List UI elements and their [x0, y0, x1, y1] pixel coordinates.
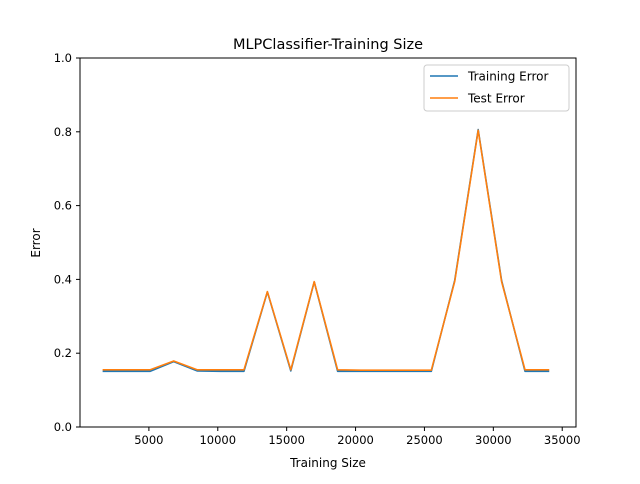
legend-box [423, 64, 570, 112]
y-tick-label: 0.6 [54, 199, 72, 213]
x-tick-label: 25000 [406, 433, 443, 447]
legend-label-test-error: Test Error [467, 92, 525, 106]
series-line-test-error [102, 129, 550, 371]
x-tick-label: 20000 [337, 433, 374, 447]
y-tick-label: 0.2 [54, 346, 72, 360]
x-tick-label: 5000 [134, 433, 163, 447]
chart-title: MLPClassifier-Training Size [233, 37, 423, 53]
x-axis-label: Training Size [289, 456, 366, 470]
y-axis-label: Error [29, 228, 43, 257]
legend: Training Error Test Error [423, 64, 570, 112]
y-tick-label: 0.0 [54, 420, 72, 434]
y-tick-label: 1.0 [54, 51, 72, 65]
plot-frame [79, 57, 577, 428]
series-layer [102, 128, 550, 373]
y-tick-label: 0.4 [54, 272, 72, 286]
x-tick-label: 15000 [268, 433, 305, 447]
x-tick-label: 10000 [199, 433, 236, 447]
x-tick-label: 30000 [475, 433, 512, 447]
y-tick-label: 0.8 [54, 125, 72, 139]
x-tick-label: 35000 [544, 433, 581, 447]
axes-layer: 5000 10000 15000 20000 25000 30000 35000 0.0 0.2… [54, 51, 581, 447]
legend-label-training-error: Training Error [467, 70, 548, 84]
